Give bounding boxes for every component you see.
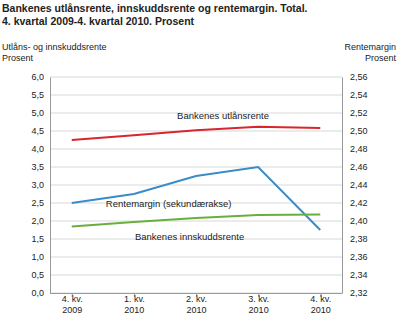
tick-label: 1,5	[31, 234, 44, 244]
grid-line	[50, 185, 342, 186]
tick: 5,0	[31, 108, 50, 118]
tick-label: 2,5	[31, 198, 44, 208]
grid	[50, 77, 342, 293]
tick-label: 2,52	[350, 108, 368, 118]
tick: 0,5	[31, 270, 50, 280]
tick: 2,46	[342, 162, 368, 172]
tick: 2,50	[342, 126, 368, 136]
tick: 2,5	[31, 198, 50, 208]
tick: 3,5	[31, 162, 50, 172]
tick-label: 2,50	[350, 126, 368, 136]
tick-label: 2,40	[350, 216, 368, 226]
tick-label: 3. kv.2010	[248, 294, 269, 315]
series-line	[72, 215, 321, 227]
tick: 2,54	[342, 90, 368, 100]
tick: 2,0	[31, 216, 50, 226]
tick-label: 2,34	[350, 270, 368, 280]
y2-axis: 2,32 2,34 2,36 2,38 2,40 2,42 2,44 2,46 2,48 2,50…	[342, 72, 368, 298]
tick-label: 3,0	[31, 180, 44, 190]
tick: 2,48	[342, 144, 368, 154]
plot-area	[72, 127, 321, 230]
tick: 1,5	[31, 234, 50, 244]
tick: 4,5	[31, 126, 50, 136]
tick-label: 2,56	[350, 72, 368, 82]
grid-line	[50, 257, 342, 258]
tick: 5,5	[31, 90, 50, 100]
axis-line	[342, 78, 343, 294]
y-axis: 0,0 0,5 1,0 1,5 2,0 2,5 3,0 3,5 4,0 4,5 5,0 5,5 6,0	[31, 72, 50, 298]
tick: 0,0	[31, 288, 50, 298]
tick-label: 2,48	[350, 144, 368, 154]
tick-label: 6,0	[31, 72, 44, 82]
tick-label: 0,0	[31, 288, 44, 298]
grid-line	[50, 275, 342, 276]
grid-line	[50, 149, 342, 150]
tick-label: 2,54	[350, 90, 368, 100]
y-axis-title: Utlåns- og innskuddsrente	[2, 42, 107, 52]
axis-line	[50, 78, 51, 294]
series-line	[72, 127, 321, 140]
tick: 2,52	[342, 108, 368, 118]
tick: 2. kv.2010	[186, 293, 207, 315]
tick-label: 2,0	[31, 216, 44, 226]
tick: 2,44	[342, 180, 368, 190]
tick-label: 2. kv.2010	[186, 294, 207, 315]
tick: 2,56	[342, 72, 368, 82]
series-label: Bankenes innskuddsrente	[135, 231, 244, 242]
tick: 3. kv.2010	[248, 293, 269, 315]
grid-line	[50, 95, 342, 96]
grid-line	[50, 167, 342, 168]
title: 4. kvartal 2009-4. kvartal 2010. Prosent	[2, 15, 195, 27]
title: Bankenes utlånsrente, innskuddsrente og …	[2, 2, 308, 14]
x-axis: 4. kv.2009 1. kv.2010 2. kv.2010 3. kv.2010…	[50, 293, 342, 315]
chart: Bankenes utlånsrente, innskuddsrente og …	[0, 0, 400, 320]
y2-axis-title: Rentemargin	[344, 42, 396, 52]
tick: 2,42	[342, 198, 368, 208]
tick: 2,36	[342, 252, 368, 262]
tick-label: 2,46	[350, 162, 368, 172]
tick-label: 1,0	[31, 252, 44, 262]
series-label: Bankenes utlånsrente	[177, 110, 269, 121]
tick: 4,0	[31, 144, 50, 154]
tick-label: 2,44	[350, 180, 368, 190]
y2-axis-title: Prosent	[365, 53, 397, 63]
tick: 1,0	[31, 252, 50, 262]
tick-label: 5,0	[31, 108, 44, 118]
tick: 6,0	[31, 72, 50, 82]
tick: 2,32	[342, 288, 368, 298]
tick-label: 2,32	[350, 288, 368, 298]
tick: 1. kv.2010	[124, 293, 145, 315]
tick-label: 5,5	[31, 90, 44, 100]
tick-label: 2,36	[350, 252, 368, 262]
tick: 4. kv.2010	[310, 293, 331, 315]
tick-label: 4,5	[31, 126, 44, 136]
tick-label: 4. kv.2009	[62, 294, 83, 315]
tick-label: 2,38	[350, 234, 368, 244]
series-line	[72, 167, 321, 230]
tick: 4. kv.2009	[62, 293, 83, 315]
tick-label: 1. kv.2010	[124, 294, 145, 315]
tick-label: 3,5	[31, 162, 44, 172]
tick: 2,40	[342, 216, 368, 226]
tick-label: 4,0	[31, 144, 44, 154]
series-label: Rentemargin (sekundærakse)	[106, 198, 232, 209]
tick-label: 0,5	[31, 270, 44, 280]
grid-line	[50, 77, 342, 78]
y-axis-title: Prosent	[2, 53, 34, 63]
tick: 3,0	[31, 180, 50, 190]
tick-label: 4. kv.2010	[310, 294, 331, 315]
tick: 2,38	[342, 234, 368, 244]
tick: 2,34	[342, 270, 368, 280]
tick-label: 2,42	[350, 198, 368, 208]
grid-line	[50, 221, 342, 222]
